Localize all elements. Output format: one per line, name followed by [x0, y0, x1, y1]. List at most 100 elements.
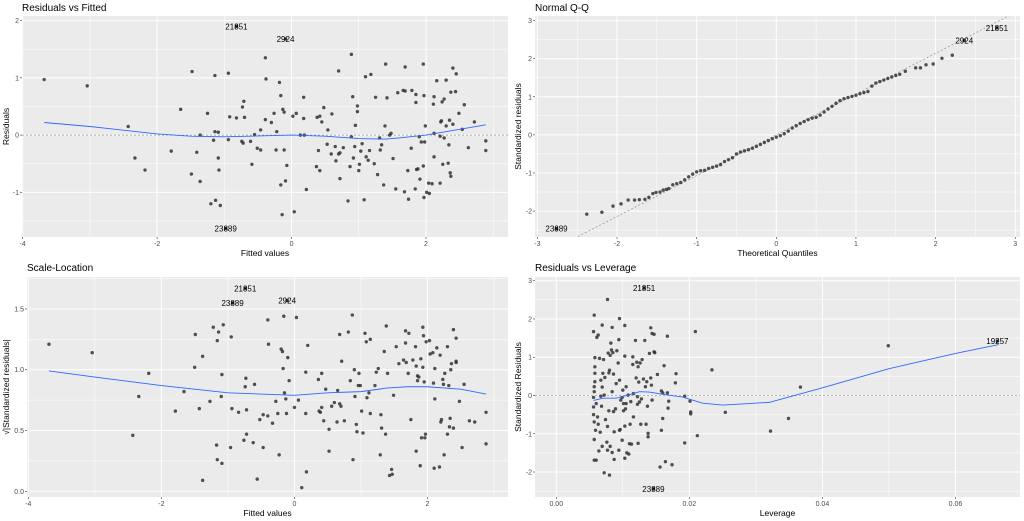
data-point: [430, 182, 434, 186]
data-point: [341, 145, 346, 150]
data-point: [316, 148, 321, 153]
data-point: [798, 385, 803, 389]
data-point: [842, 96, 846, 101]
data-point: [870, 84, 874, 88]
data-point: [304, 470, 309, 474]
data-point: [431, 102, 436, 106]
data-point: [600, 210, 604, 214]
data-point: [240, 105, 245, 109]
data-point: [663, 459, 668, 464]
data-point: [432, 466, 436, 470]
data-point: [649, 383, 654, 387]
data-point: [472, 120, 477, 124]
data-point: [674, 371, 678, 376]
data-point: [442, 136, 446, 140]
y-axis-title: Standardized residuals: [513, 83, 523, 169]
data-point: [423, 432, 428, 436]
data-point: [454, 359, 458, 363]
data-point: [236, 410, 241, 414]
data-point: [598, 430, 602, 434]
data-point: [650, 398, 654, 402]
x-tick-label: 0.02: [683, 501, 697, 508]
data-point: [410, 88, 414, 93]
data-point: [353, 123, 358, 128]
data-point: [208, 399, 212, 404]
data-point: [374, 370, 378, 374]
data-point: [279, 93, 283, 98]
y-tick-label: 2: [528, 316, 532, 323]
data-point: [414, 92, 418, 97]
data-point: [850, 94, 854, 99]
data-point: [940, 56, 944, 60]
y-axis-title: Residuals: [1, 108, 11, 145]
data-point: [242, 115, 247, 120]
point-label: 21851: [986, 24, 1009, 33]
data-point: [266, 318, 270, 322]
data-point: [646, 431, 650, 436]
data-point: [442, 97, 446, 101]
data-point: [427, 338, 432, 343]
labeled-point: [223, 226, 228, 231]
data-point: [431, 351, 435, 355]
data-point: [624, 401, 628, 406]
data-point: [198, 179, 202, 184]
data-point: [379, 143, 384, 147]
data-point: [750, 146, 755, 150]
data-point: [363, 331, 367, 335]
data-point: [282, 148, 286, 152]
data-point: [467, 419, 472, 423]
point-label: 21851: [234, 284, 257, 293]
x-tick-label: 0.00: [549, 501, 563, 508]
data-point: [644, 422, 648, 426]
data-point: [342, 419, 347, 423]
data-point: [137, 394, 141, 399]
data-point: [357, 162, 362, 166]
data-point: [447, 143, 451, 147]
data-point: [710, 165, 715, 169]
data-point: [421, 164, 426, 168]
data-point: [918, 66, 923, 70]
data-point: [738, 150, 743, 154]
y-tick-label: 1.5: [14, 306, 24, 313]
data-point: [592, 384, 596, 389]
x-tick-label: 0: [292, 501, 296, 508]
data-point: [444, 78, 448, 82]
point-label: 21851: [633, 284, 656, 293]
data-point: [599, 378, 603, 382]
data-point: [629, 399, 633, 404]
data-point: [631, 362, 635, 367]
data-point: [266, 342, 271, 346]
data-point: [600, 385, 604, 389]
data-point: [730, 156, 735, 160]
data-point: [431, 381, 436, 385]
data-point: [229, 335, 233, 339]
data-point: [286, 355, 290, 360]
data-point: [592, 420, 596, 424]
data-point: [626, 198, 630, 202]
labeled-point: [995, 339, 1000, 343]
point-label: 2924: [277, 35, 295, 44]
data-point: [609, 341, 613, 345]
data-point: [277, 453, 281, 457]
data-point: [643, 197, 647, 201]
data-point: [304, 411, 308, 416]
data-point: [607, 409, 611, 413]
data-point: [600, 323, 604, 327]
data-point: [358, 383, 363, 388]
data-point: [623, 424, 627, 428]
data-point: [378, 453, 382, 457]
data-point: [373, 383, 377, 388]
data-point: [596, 422, 600, 426]
data-point: [435, 346, 439, 350]
data-point: [601, 371, 605, 376]
data-point: [355, 104, 360, 108]
data-point: [658, 190, 662, 194]
data-point: [263, 56, 268, 60]
smooth-line: [593, 344, 999, 406]
data-point: [178, 107, 183, 112]
data-point: [85, 84, 89, 88]
data-point: [758, 142, 763, 147]
data-point: [596, 333, 600, 337]
data-point: [695, 433, 700, 438]
data-point: [603, 417, 608, 422]
